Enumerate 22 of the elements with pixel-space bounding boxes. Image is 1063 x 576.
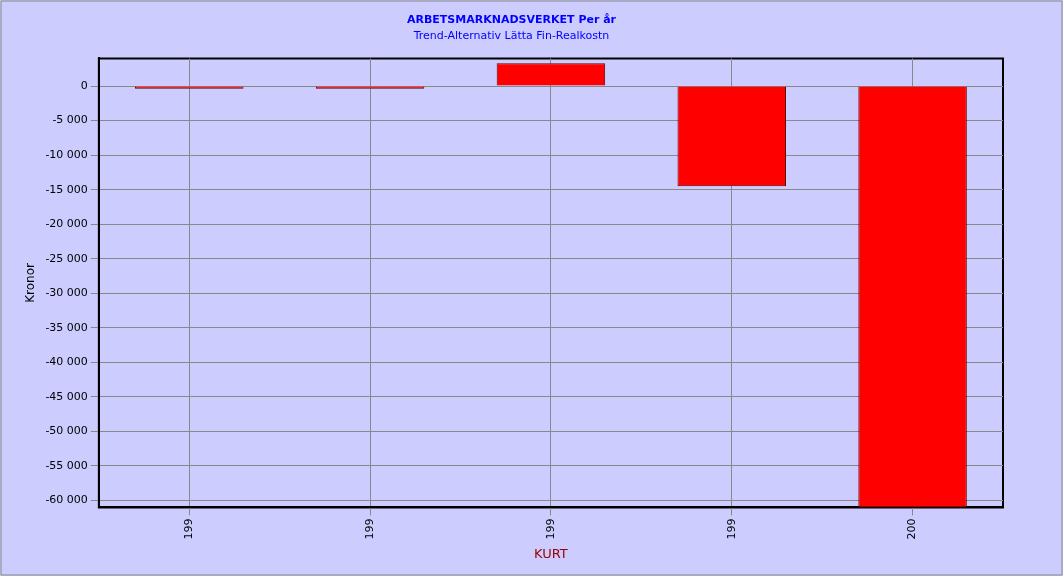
- x-tick-label: 199: [362, 518, 376, 540]
- chart-subtitle: Trend-Alternativ Lätta Fin-Realkostn: [412, 28, 610, 42]
- y-tick-label: -5 000: [52, 113, 88, 127]
- y-tick-label: -10 000: [45, 147, 88, 161]
- x-tick-label: 199: [182, 518, 196, 540]
- y-tick-label: -25 000: [45, 251, 88, 265]
- y-tick-label: -35 000: [45, 320, 88, 334]
- y-tick-label: -60 000: [45, 493, 88, 507]
- y-tick-label: -20 000: [45, 217, 88, 231]
- y-tick-label: 0: [80, 78, 88, 92]
- y-tick-label: -50 000: [45, 424, 88, 438]
- x-axis-title: KURT: [534, 545, 568, 561]
- y-tick-label: -15 000: [45, 182, 88, 196]
- y-tick-label: -45 000: [45, 389, 88, 403]
- x-tick-label: 200: [905, 518, 919, 540]
- y-axis-title: Kronor: [23, 262, 38, 303]
- chart-title: ARBETSMARKNADSVERKET Per år: [406, 13, 617, 27]
- y-tick-label: -55 000: [45, 458, 88, 472]
- x-tick-label: 199: [724, 518, 738, 540]
- y-tick-label: -30 000: [45, 286, 88, 300]
- x-tick-label: 199: [543, 518, 557, 540]
- y-tick-label: -40 000: [45, 355, 88, 369]
